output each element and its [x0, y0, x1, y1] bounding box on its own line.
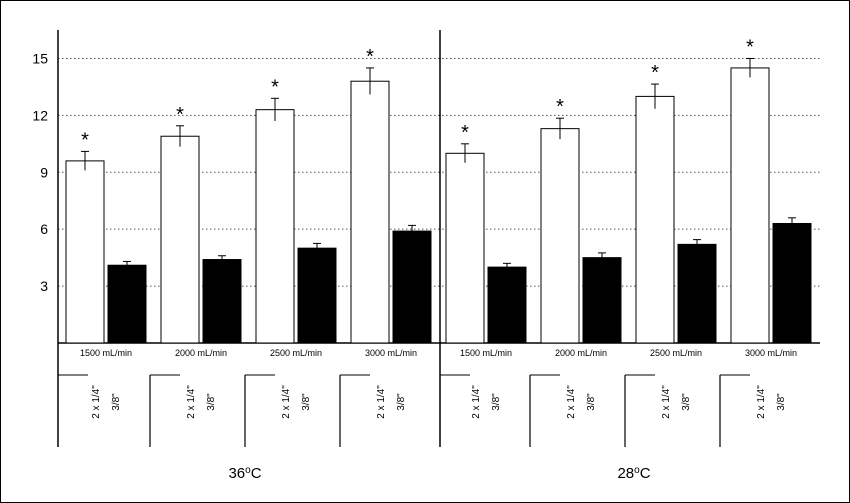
significance-star: * — [556, 96, 564, 118]
sub-label: 3/8" — [586, 393, 597, 411]
y-tick-label: 15 — [32, 50, 48, 66]
group-label-superscript: o — [245, 465, 251, 476]
significance-star: * — [176, 104, 184, 126]
sub-label: 3/8" — [301, 393, 312, 411]
y-tick-label: 9 — [40, 164, 48, 180]
category-label: 2500 mL/min — [270, 348, 322, 358]
sub-label: 2 x 1/4" — [281, 385, 292, 419]
significance-star: * — [271, 76, 279, 98]
sub-label: 3/8" — [111, 393, 122, 411]
sub-label: 3/8" — [776, 393, 787, 411]
bar — [635, 95, 675, 344]
category-label: 3000 mL/min — [365, 348, 417, 358]
bar — [202, 259, 242, 344]
bar — [392, 230, 432, 344]
category-label: 3000 mL/min — [745, 348, 797, 358]
y-tick-label: 6 — [40, 221, 48, 237]
category-label: 2000 mL/min — [555, 348, 607, 358]
significance-star: * — [746, 36, 754, 58]
group-label-base: 28 — [617, 465, 634, 482]
sub-label: 2 x 1/4" — [756, 385, 767, 419]
bar — [540, 128, 580, 344]
sub-label: 2 x 1/4" — [91, 385, 102, 419]
significance-star: * — [81, 129, 89, 151]
category-label: 2500 mL/min — [650, 348, 702, 358]
sub-label: 3/8" — [681, 393, 692, 411]
bar — [65, 160, 105, 344]
group-label-base: 36 — [228, 465, 245, 482]
sub-label: 3/8" — [491, 393, 502, 411]
group-label-unit: C — [640, 465, 651, 482]
significance-star: * — [651, 62, 659, 84]
bar — [772, 222, 812, 344]
y-tick-label: 12 — [32, 107, 48, 123]
bar — [445, 152, 485, 344]
sub-label: 2 x 1/4" — [471, 385, 482, 419]
y-tick-label: 3 — [40, 278, 48, 294]
bar — [487, 266, 527, 344]
sub-label: 2 x 1/4" — [661, 385, 672, 419]
group-label-superscript: o — [634, 465, 640, 476]
bar — [677, 243, 717, 344]
sub-label: 2 x 1/4" — [186, 385, 197, 419]
category-label: 1500 mL/min — [80, 348, 132, 358]
significance-star: * — [366, 46, 374, 68]
group-label-unit: C — [251, 465, 262, 482]
bar — [582, 257, 622, 344]
sub-label: 3/8" — [396, 393, 407, 411]
group-label: 36oC — [228, 465, 261, 482]
bar — [350, 80, 390, 344]
bar — [297, 247, 337, 344]
bar — [107, 264, 147, 344]
sub-label: 2 x 1/4" — [566, 385, 577, 419]
sub-label: 3/8" — [206, 393, 217, 411]
bar — [160, 135, 200, 344]
significance-star: * — [461, 122, 469, 144]
category-label: 2000 mL/min — [175, 348, 227, 358]
sub-label: 2 x 1/4" — [376, 385, 387, 419]
bar — [730, 67, 770, 344]
bar — [255, 109, 295, 344]
group-label: 28oC — [617, 465, 650, 482]
category-label: 1500 mL/min — [460, 348, 512, 358]
